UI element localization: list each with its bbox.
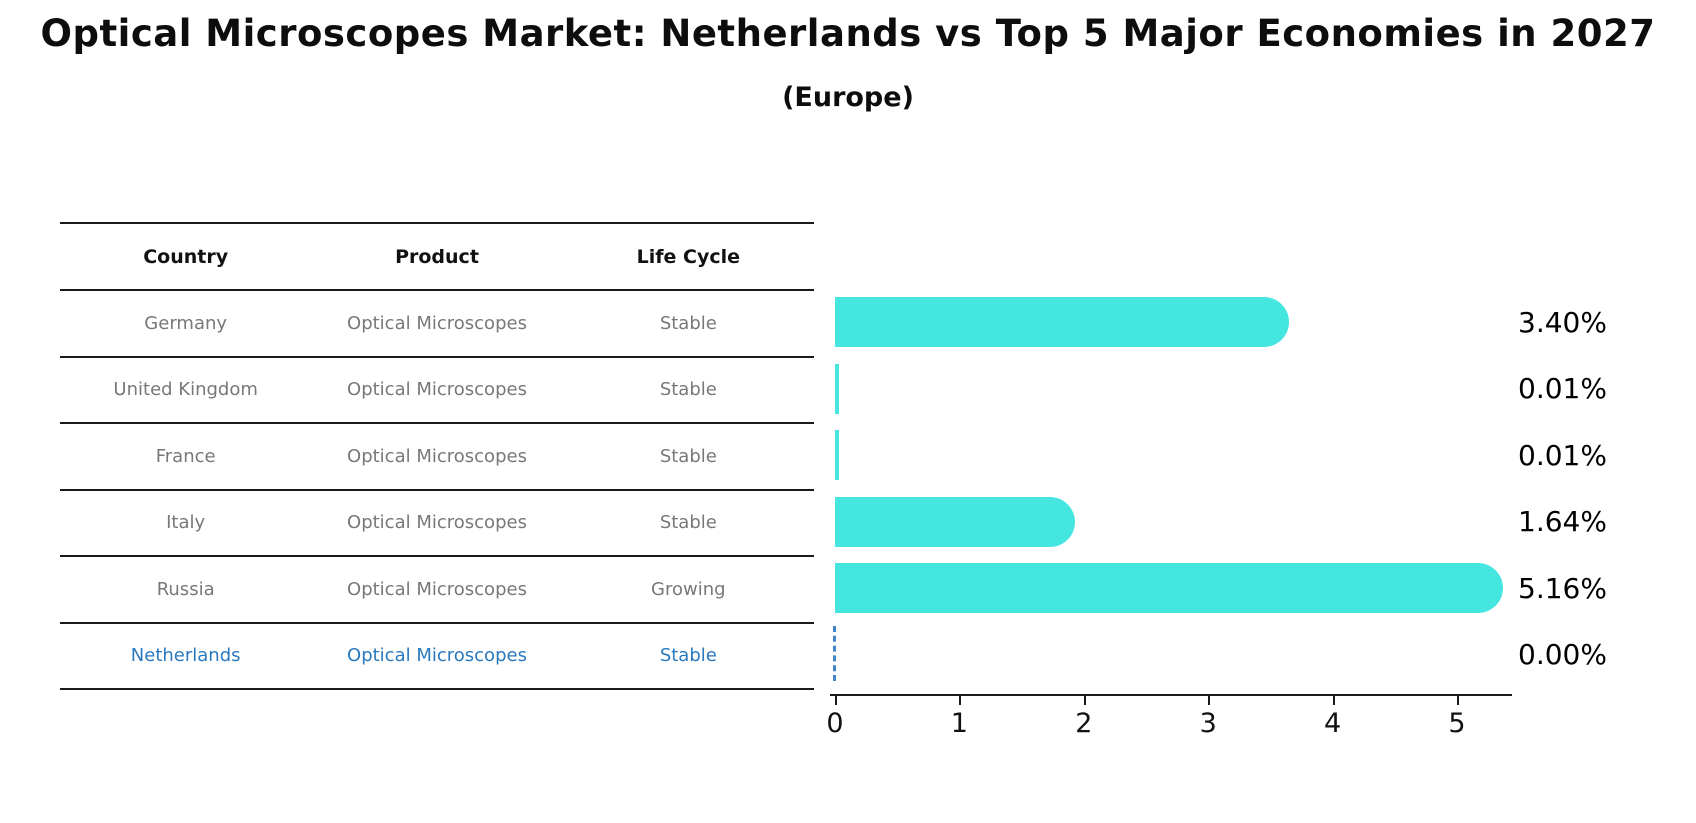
cell-life-cycle: Growing bbox=[651, 578, 726, 600]
cell-country: Netherlands bbox=[130, 645, 241, 667]
x-tick-label-1: 1 bbox=[950, 708, 968, 739]
x-tick-label-4: 4 bbox=[1324, 708, 1342, 739]
cell-life-cycle: Stable bbox=[659, 445, 717, 467]
cell-product: Optical Microscopes bbox=[347, 312, 527, 334]
column-header-product: Product bbox=[395, 245, 479, 268]
cell-product: Optical Microscopes bbox=[347, 512, 527, 534]
table-row-united-kingdom: United Kingdom Optical Microscopes Stabl… bbox=[60, 358, 814, 424]
x-tick-label-0: 0 bbox=[826, 708, 844, 739]
cell-product: Optical Microscopes bbox=[347, 645, 527, 667]
bar-russia bbox=[835, 563, 1504, 613]
value-label-italy: 1.64% bbox=[1518, 505, 1607, 538]
chart-title: Optical Microscopes Market: Netherlands … bbox=[40, 12, 1656, 55]
cell-life-cycle: Stable bbox=[659, 512, 717, 534]
cell-life-cycle: Stable bbox=[659, 379, 717, 401]
x-tick-mark-3 bbox=[1208, 696, 1211, 705]
cell-product: Optical Microscopes bbox=[347, 445, 527, 467]
value-label-france: 0.01% bbox=[1518, 438, 1607, 472]
netherlands-zero-marker-line bbox=[833, 626, 836, 681]
chart-subtitle: (Europe) bbox=[782, 82, 914, 113]
value-label-united-kingdom: 0.01% bbox=[1518, 372, 1607, 405]
cell-country: Italy bbox=[166, 512, 206, 534]
x-tick-mark-0 bbox=[835, 696, 837, 705]
x-tick-mark-4 bbox=[1332, 696, 1335, 705]
x-axis-line bbox=[830, 694, 1512, 696]
table-row-germany: Germany Optical Microscopes Stable bbox=[60, 291, 814, 358]
cell-country: United Kingdom bbox=[113, 379, 258, 401]
bar-united-kingdom bbox=[835, 363, 839, 414]
x-tick-mark-2 bbox=[1083, 696, 1086, 705]
bar-italy bbox=[835, 496, 1076, 547]
x-tick-label-5: 5 bbox=[1448, 708, 1466, 739]
cell-country: Russia bbox=[156, 578, 215, 600]
bar-france bbox=[835, 430, 839, 480]
cell-country: France bbox=[155, 445, 216, 467]
x-tick-mark-5 bbox=[1457, 696, 1459, 705]
cell-country: Germany bbox=[144, 312, 228, 334]
cell-product: Optical Microscopes bbox=[347, 578, 527, 600]
value-label-germany: 3.40% bbox=[1518, 305, 1607, 339]
x-tick-mark-1 bbox=[959, 696, 962, 705]
x-tick-label-3: 3 bbox=[1199, 708, 1217, 739]
table-row-netherlands: Netherlands Optical Microscopes Stable bbox=[60, 624, 814, 690]
cell-product: Optical Microscopes bbox=[347, 379, 527, 401]
table-header-row: Country Product Life Cycle bbox=[60, 222, 814, 291]
bar-germany bbox=[835, 297, 1290, 347]
column-header-country: Country bbox=[143, 245, 229, 268]
table-row-russia: Russia Optical Microscopes Growing bbox=[60, 557, 814, 624]
column-header-life-cycle: Life Cycle bbox=[636, 245, 741, 268]
country-table: Country Product Life Cycle Germany Optic… bbox=[60, 222, 814, 690]
table-row-france: France Optical Microscopes Stable bbox=[60, 424, 814, 491]
x-tick-label-2: 2 bbox=[1075, 708, 1093, 739]
cell-life-cycle: Stable bbox=[659, 645, 717, 667]
value-label-russia: 5.16% bbox=[1518, 571, 1607, 605]
table-row-italy: Italy Optical Microscopes Stable bbox=[60, 491, 814, 557]
cell-life-cycle: Stable bbox=[659, 312, 717, 334]
value-label-netherlands: 0.00% bbox=[1518, 638, 1607, 671]
